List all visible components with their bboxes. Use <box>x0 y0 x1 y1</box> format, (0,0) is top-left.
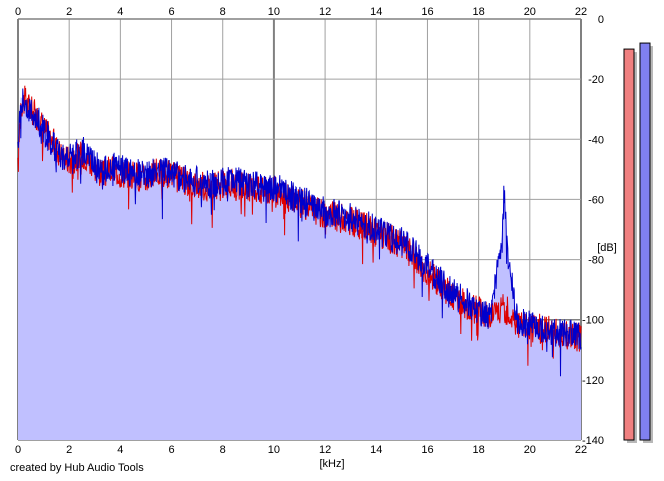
x-axis-top: 0 2 4 6 8 10 12 14 16 18 20 22 <box>15 6 587 18</box>
x-tick-label-bottom: 16 <box>421 444 433 456</box>
y-tick-label: -140 <box>582 435 604 447</box>
x-tick-label-top: 8 <box>220 6 226 18</box>
x-tick-label-top: 16 <box>421 6 433 18</box>
meter-right-bar <box>639 42 651 441</box>
x-tick-label-top: 6 <box>168 6 174 18</box>
x-tick-label-bottom: 0 <box>15 444 21 456</box>
x-tick-label-top: 2 <box>66 6 72 18</box>
x-tick-label-bottom: 8 <box>220 444 226 456</box>
x-tick-label-top: 12 <box>319 6 331 18</box>
x-tick-label-top: 0 <box>15 6 21 18</box>
series-layer <box>17 85 582 440</box>
x-tick-label-top: 20 <box>524 6 536 18</box>
x-tick-label-bottom: 12 <box>319 444 331 456</box>
y-tick-label: 0 <box>598 14 604 26</box>
x-axis-bottom: 0 2 4 6 8 10 12 14 16 18 20 22 <box>15 444 587 456</box>
level-meters <box>623 42 653 444</box>
x-axis-label: [kHz] <box>319 458 344 470</box>
y-tick-label: -100 <box>582 315 604 327</box>
x-tick-label-bottom: 10 <box>268 444 280 456</box>
x-tick-label-top: 14 <box>370 6 382 18</box>
y-tick-label: -120 <box>582 375 604 387</box>
x-tick-label-top: 10 <box>268 6 280 18</box>
x-tick-label-top: 18 <box>473 6 485 18</box>
x-tick-label-top: 22 <box>575 6 587 18</box>
y-axis-label: [dB] <box>597 242 617 254</box>
meter-left-bar <box>623 48 635 441</box>
x-tick-label-top: 4 <box>117 6 123 18</box>
x-tick-label-bottom: 6 <box>168 444 174 456</box>
credit-text: created by Hub Audio Tools <box>10 462 144 474</box>
x-tick-label-bottom: 20 <box>524 444 536 456</box>
x-tick-label-bottom: 22 <box>575 444 587 456</box>
x-tick-label-bottom: 4 <box>117 444 123 456</box>
y-tick-label: -20 <box>588 74 604 86</box>
x-tick-label-bottom: 14 <box>370 444 382 456</box>
series-right-line <box>17 88 582 377</box>
y-axis-right: 0 -20 -40 -60 -80 -100 -120 -140 <box>582 14 604 447</box>
x-tick-label-bottom: 18 <box>473 444 485 456</box>
y-tick-label: -40 <box>588 134 604 146</box>
y-tick-label: -80 <box>588 255 604 267</box>
x-tick-label-bottom: 2 <box>66 444 72 456</box>
y-tick-label: -60 <box>588 194 604 206</box>
